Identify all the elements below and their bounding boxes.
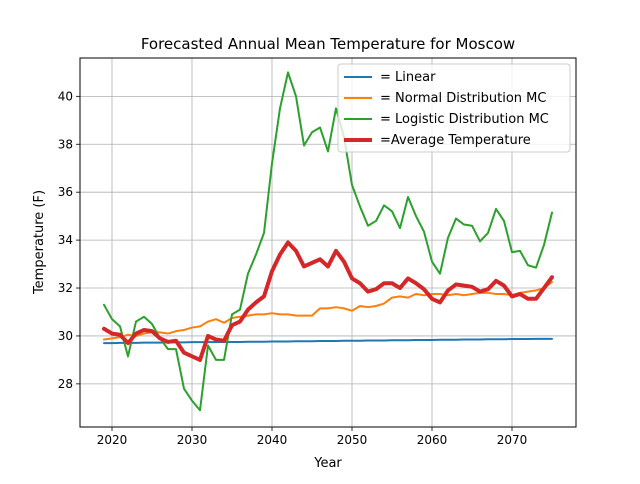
y-axis-label: Temperature (F) <box>32 190 47 295</box>
plot-frame <box>79 57 577 428</box>
y-tick-label: 40 <box>58 89 73 103</box>
legend-label-2: = Logistic Distribution MC <box>380 112 549 127</box>
y-tick-label: 34 <box>58 233 73 247</box>
x-tick-label: 2020 <box>97 433 128 447</box>
x-tick-label: 2050 <box>337 433 368 447</box>
y-tick-label: 38 <box>58 137 73 151</box>
series-layer <box>102 71 554 412</box>
x-tick-label: 2070 <box>497 433 528 447</box>
x-axis-label: Year <box>313 456 342 471</box>
y-tick-label: 32 <box>58 281 73 295</box>
y-tick-label: 30 <box>58 329 73 343</box>
x-tick-label: 2040 <box>257 433 288 447</box>
chart-title: Forecasted Annual Mean Temperature for M… <box>141 35 515 53</box>
grid-layer <box>80 58 576 427</box>
legend-box <box>337 63 571 153</box>
series-line-1 <box>103 281 553 341</box>
y-tick-label: 36 <box>58 185 73 199</box>
legend-label-0: = Linear <box>380 70 436 85</box>
legend-label-3: =Average Temperature <box>380 133 531 148</box>
x-tick-label: 2060 <box>417 433 448 447</box>
tick-layer: 2020 2030 2040 2050 2060 2070 28 30 32 34 36 38 40 <box>58 89 528 447</box>
legend: = Linear = Normal Distribution MC = Logist… <box>337 63 571 153</box>
x-tick-label: 2030 <box>177 433 208 447</box>
legend-label-1: = Normal Distribution MC <box>380 91 546 106</box>
y-tick-label: 28 <box>58 377 73 391</box>
series-line-3 <box>102 240 554 362</box>
series-line-2 <box>103 71 553 412</box>
